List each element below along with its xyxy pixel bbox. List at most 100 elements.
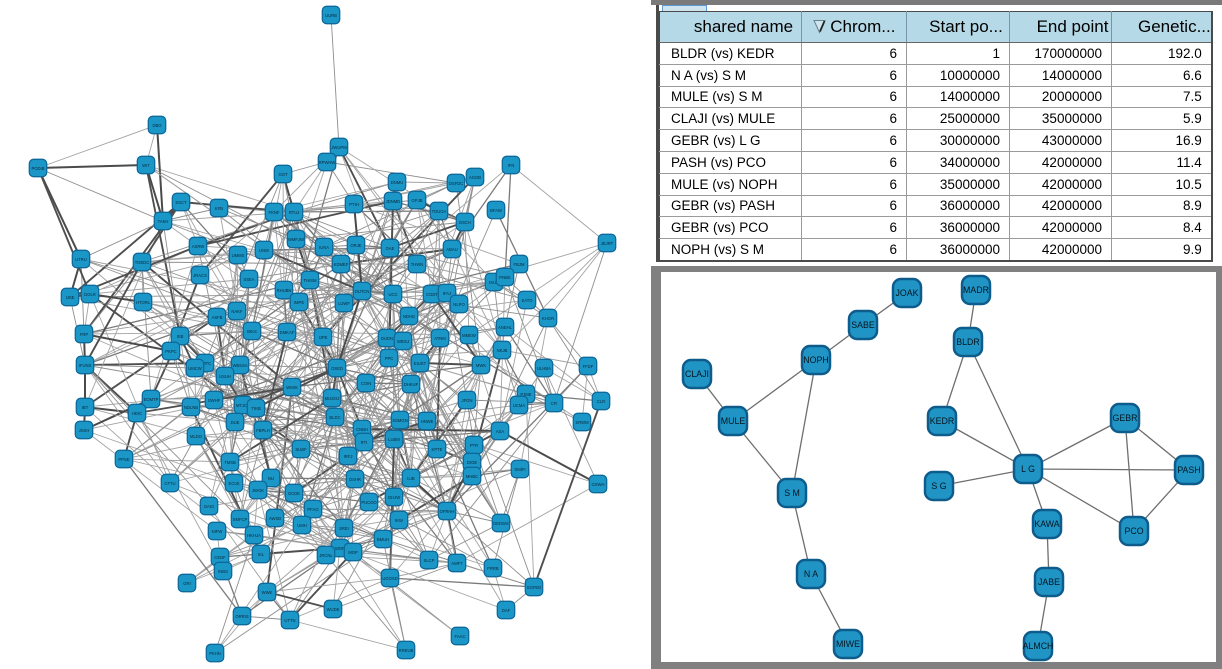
svg-text:IIIL: IIIL bbox=[258, 552, 264, 557]
svg-text:DHKUF: DHKUF bbox=[404, 382, 419, 387]
svg-text:UMMS: UMMS bbox=[232, 253, 245, 258]
svg-text:WMFJW: WMFJW bbox=[288, 237, 304, 242]
svg-text:AMFT: AMFT bbox=[451, 561, 463, 566]
svg-text:PTIH: PTIH bbox=[349, 202, 359, 207]
svg-text:WBSSA: WBSSA bbox=[232, 363, 247, 368]
svg-text:PASH: PASH bbox=[1177, 465, 1200, 475]
svg-text:OSED: OSED bbox=[331, 366, 343, 371]
svg-text:KAWA: KAWA bbox=[1034, 519, 1059, 529]
svg-text:BIKS: BIKS bbox=[247, 329, 257, 334]
svg-text:WIT: WIT bbox=[142, 163, 150, 168]
svg-text:L G: L G bbox=[1021, 464, 1035, 474]
svg-text:IFN: IFN bbox=[508, 163, 515, 168]
svg-text:NDLNB: NDLNB bbox=[184, 405, 198, 410]
svg-text:CEDF: CEDF bbox=[214, 555, 226, 560]
svg-text:DNMU: DNMU bbox=[391, 180, 404, 185]
svg-text:RTI: RTI bbox=[361, 440, 368, 445]
svg-text:PODIB: PODIB bbox=[31, 166, 44, 171]
svg-text:RTUJ: RTUJ bbox=[289, 210, 300, 215]
svg-text:GHJW: GHJW bbox=[388, 495, 400, 500]
svg-text:UMCW: UMCW bbox=[188, 366, 202, 371]
svg-text:JWUPM: JWUPM bbox=[331, 145, 347, 150]
svg-text:MUSOJ: MUSOJ bbox=[325, 396, 340, 401]
svg-text:JOAK: JOAK bbox=[896, 288, 919, 298]
svg-text:IFAJ: IFAJ bbox=[443, 291, 451, 296]
svg-text:GRI: GRI bbox=[183, 581, 190, 586]
svg-text:JRACS: JRACS bbox=[193, 273, 207, 278]
svg-text:UNW: UNW bbox=[259, 248, 269, 253]
svg-text:S M: S M bbox=[784, 488, 800, 498]
svg-text:ORJE: ORJE bbox=[350, 243, 361, 248]
svg-text:MMEW: MMEW bbox=[462, 333, 476, 338]
svg-text:OUTCN: OUTCN bbox=[355, 289, 370, 294]
svg-text:THWN: THWN bbox=[411, 262, 424, 267]
svg-text:WWK: WWK bbox=[262, 590, 273, 595]
svg-text:JRCNL: JRCNL bbox=[319, 553, 333, 558]
svg-text:IJSE: IJSE bbox=[66, 295, 75, 300]
svg-text:FBPLH: FBPLH bbox=[256, 428, 270, 433]
svg-text:ALMCH: ALMCH bbox=[1023, 641, 1054, 651]
svg-text:IFUNS: IFUNS bbox=[79, 363, 92, 368]
svg-text:UGOSD: UGOSD bbox=[382, 576, 397, 581]
svg-text:DUDN: DUDN bbox=[381, 336, 393, 341]
svg-text:GSWH: GSWH bbox=[591, 482, 604, 487]
svg-text:SSCT: SSCT bbox=[175, 200, 187, 205]
svg-text:COIN: COIN bbox=[361, 381, 371, 386]
svg-text:MIWE: MIWE bbox=[836, 639, 860, 649]
svg-text:GMTC: GMTC bbox=[199, 361, 211, 366]
svg-text:FRP: FRP bbox=[80, 332, 89, 337]
svg-text:MTJCK: MTJCK bbox=[236, 403, 250, 408]
svg-text:BLDR: BLDR bbox=[956, 337, 979, 347]
svg-text:FFDF: FFDF bbox=[583, 364, 594, 369]
svg-text:IMPE: IMPE bbox=[294, 300, 304, 305]
svg-text:N A: N A bbox=[804, 569, 818, 579]
svg-text:USUH: USUH bbox=[219, 374, 231, 379]
svg-text:DEDWS: DEDWS bbox=[493, 521, 509, 526]
svg-text:JEJRT: JEJRT bbox=[601, 241, 614, 246]
svg-text:AWSB: AWSB bbox=[269, 516, 281, 521]
svg-text:DOLR: DOLR bbox=[84, 292, 96, 297]
svg-text:NLPO: NLPO bbox=[453, 302, 465, 307]
svg-text:BFAW: BFAW bbox=[490, 208, 502, 213]
svg-text:MHBC: MHBC bbox=[466, 474, 478, 479]
svg-text:SGFED: SGFED bbox=[527, 585, 541, 590]
svg-text:NOPH: NOPH bbox=[803, 355, 828, 365]
svg-text:IBT: IBT bbox=[82, 405, 89, 410]
svg-text:THISM: THISM bbox=[303, 278, 317, 283]
svg-text:CGDT: CGDT bbox=[426, 292, 438, 297]
svg-text:MLDO: MLDO bbox=[190, 434, 203, 439]
svg-text:ULHBA: ULHBA bbox=[537, 366, 551, 371]
svg-text:FBJM: FBJM bbox=[514, 262, 525, 267]
svg-text:SRWM: SRWM bbox=[575, 420, 589, 425]
svg-text:KHGR: KHGR bbox=[542, 316, 554, 321]
svg-text:ASRW: ASRW bbox=[192, 244, 205, 249]
svg-text:S G: S G bbox=[931, 481, 946, 491]
svg-text:EOMTP: EOMTP bbox=[144, 397, 159, 402]
svg-text:WBGJ: WBGJ bbox=[397, 339, 409, 344]
svg-text:HTORL: HTORL bbox=[136, 300, 151, 305]
svg-text:ASA: ASA bbox=[496, 429, 505, 434]
svg-text:IUNA: IUNA bbox=[319, 245, 329, 250]
svg-text:PTR: PTR bbox=[470, 443, 478, 448]
svg-text:PPSE: PPSE bbox=[118, 457, 129, 462]
svg-text:GEBR: GEBR bbox=[1113, 413, 1138, 423]
svg-text:UTTN: UTTN bbox=[284, 618, 295, 623]
svg-text:ANEHL: ANEHL bbox=[498, 325, 513, 330]
svg-text:SMIFI: SMIFI bbox=[514, 467, 525, 472]
svg-text:SSMGN: SSMGN bbox=[392, 418, 407, 423]
svg-text:OFRHH: OFRHH bbox=[440, 509, 455, 514]
svg-text:PJME: PJME bbox=[520, 392, 531, 397]
svg-text:PFAG: PFAG bbox=[307, 507, 318, 512]
svg-text:BMUH: BMUH bbox=[377, 537, 389, 542]
svg-text:WUDE: WUDE bbox=[327, 607, 340, 612]
svg-text:FKNF: FKNF bbox=[269, 210, 280, 215]
svg-text:FAAC: FAAC bbox=[455, 634, 466, 639]
svg-text:KDMEF: KDMEF bbox=[334, 262, 349, 267]
svg-text:ISB: ISB bbox=[177, 334, 184, 339]
svg-text:JSSH: JSSH bbox=[79, 428, 90, 433]
svg-text:SSEA: SSEA bbox=[243, 277, 254, 282]
svg-text:FRRB: FRRB bbox=[487, 566, 499, 571]
svg-text:GOT: GOT bbox=[278, 172, 288, 177]
svg-text:NDHG: NDHG bbox=[403, 314, 415, 319]
svg-text:PKHN: PKHN bbox=[209, 651, 221, 656]
